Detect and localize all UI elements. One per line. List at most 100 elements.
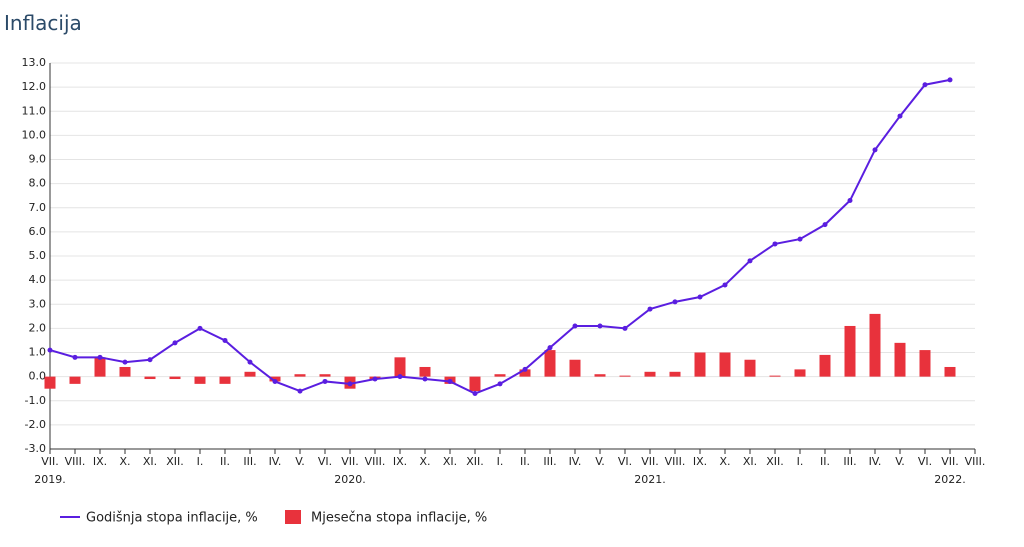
point xyxy=(372,376,378,382)
x-tick-label: II. xyxy=(220,455,230,468)
point xyxy=(897,113,903,119)
point xyxy=(247,359,253,365)
x-tick-label: I. xyxy=(497,455,504,468)
point xyxy=(872,147,878,153)
y-tick-label: 4.0 xyxy=(29,273,47,286)
point xyxy=(597,323,603,329)
x-tick-label: IV. xyxy=(269,455,282,468)
x-tick-label: VIII. xyxy=(965,455,986,468)
x-tick-label: V. xyxy=(895,455,905,468)
y-tick-label: 1.0 xyxy=(29,346,47,359)
bar xyxy=(244,371,256,377)
x-tick-label: VI. xyxy=(318,455,332,468)
y-tick-label: 0.0 xyxy=(29,370,47,383)
y-tick-label: 9.0 xyxy=(29,153,47,166)
x-tick-label: I. xyxy=(197,455,204,468)
x-tick-label: XI. xyxy=(143,455,157,468)
x-tick-label: VII. xyxy=(641,455,659,468)
x-tick-label: IX. xyxy=(93,455,107,468)
bar xyxy=(869,313,881,377)
year-label: 2022. xyxy=(934,473,966,486)
y-tick-label: 13.0 xyxy=(22,56,47,69)
x-tick-label: X. xyxy=(719,455,730,468)
bar xyxy=(219,376,231,384)
x-tick-label: VIII. xyxy=(65,455,86,468)
chart-title: Inflacija xyxy=(4,11,82,35)
y-tick-label: 7.0 xyxy=(29,201,47,214)
bar xyxy=(419,366,431,377)
bar xyxy=(44,376,56,389)
bar xyxy=(719,352,731,377)
point xyxy=(222,337,228,343)
point xyxy=(947,77,953,83)
point xyxy=(397,374,403,380)
y-tick-label: 11.0 xyxy=(22,104,47,117)
y-tick-label: 10.0 xyxy=(22,128,47,141)
x-tick-label: X. xyxy=(419,455,430,468)
x-tick-label: VII. xyxy=(341,455,359,468)
bar xyxy=(844,325,856,377)
bar xyxy=(144,376,156,380)
point xyxy=(572,323,578,329)
bar xyxy=(194,376,206,384)
point xyxy=(547,345,553,351)
bar xyxy=(544,350,556,377)
y-tick-label: -1.0 xyxy=(25,394,46,407)
point xyxy=(422,376,428,382)
bar xyxy=(94,357,106,377)
y-tick-label: 8.0 xyxy=(29,177,47,190)
point xyxy=(697,294,703,300)
bar xyxy=(944,366,956,377)
bar xyxy=(744,359,756,377)
point xyxy=(297,388,303,394)
point xyxy=(347,381,353,387)
x-tick-label: V. xyxy=(295,455,305,468)
bar xyxy=(594,374,606,377)
x-tick-label: III. xyxy=(243,455,256,468)
bar xyxy=(69,376,81,384)
legend-swatch xyxy=(285,510,301,524)
x-tick-label: IX. xyxy=(693,455,707,468)
x-tick-label: VIII. xyxy=(665,455,686,468)
point xyxy=(747,258,753,264)
bar xyxy=(644,371,656,377)
x-tick-label: VII. xyxy=(41,455,59,468)
point xyxy=(772,241,778,247)
bar xyxy=(319,374,331,377)
x-tick-label: XII. xyxy=(166,455,184,468)
point xyxy=(922,82,928,88)
point xyxy=(147,357,153,363)
point xyxy=(272,378,278,384)
x-tick-label: VI. xyxy=(918,455,932,468)
x-tick-label: III. xyxy=(843,455,856,468)
point xyxy=(672,299,678,305)
year-label: 2019. xyxy=(34,473,66,486)
point xyxy=(97,354,103,360)
point xyxy=(497,381,503,387)
y-tick-label: 12.0 xyxy=(22,80,47,93)
bar xyxy=(519,369,531,377)
bar xyxy=(769,375,781,377)
year-label: 2021. xyxy=(634,473,666,486)
point xyxy=(172,340,178,346)
year-label: 2020. xyxy=(334,473,366,486)
x-tick-label: XII. xyxy=(766,455,784,468)
x-tick-label: XI. xyxy=(443,455,457,468)
bar xyxy=(894,342,906,377)
x-tick-label: VII. xyxy=(941,455,959,468)
bar xyxy=(794,369,806,377)
x-tick-label: X. xyxy=(119,455,130,468)
point xyxy=(822,222,828,228)
point xyxy=(622,325,628,331)
bar xyxy=(569,359,581,377)
x-tick-label: II. xyxy=(520,455,530,468)
bar xyxy=(469,376,481,392)
point xyxy=(72,354,78,360)
point xyxy=(197,325,203,331)
point xyxy=(847,198,853,204)
bar xyxy=(169,376,181,380)
x-tick-label: II. xyxy=(820,455,830,468)
point xyxy=(647,306,653,312)
x-tick-label: VI. xyxy=(618,455,632,468)
